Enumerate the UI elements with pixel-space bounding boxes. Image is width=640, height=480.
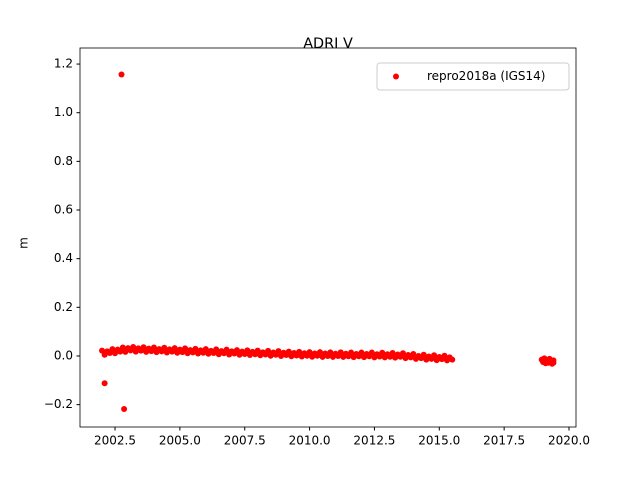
data-point <box>161 344 168 351</box>
data-point <box>327 349 334 356</box>
data-point <box>550 359 557 366</box>
x-tick-label: 2010.0 <box>289 434 331 448</box>
legend-marker <box>393 73 399 80</box>
data-point <box>275 348 282 355</box>
data-point <box>441 352 448 359</box>
data-point <box>379 349 386 356</box>
x-tick-label: 2005.0 <box>159 434 201 448</box>
y-tick-label: −0.2 <box>44 397 73 411</box>
legend-box <box>376 62 570 91</box>
data-point <box>171 345 178 352</box>
y-tick-label: 0.4 <box>54 251 73 265</box>
x-tick-label: 2020.0 <box>548 434 590 448</box>
y-tick-label: 0.6 <box>54 203 73 217</box>
data-point <box>150 344 157 351</box>
data-point <box>119 344 126 351</box>
data-point <box>337 349 344 356</box>
data-point <box>306 349 313 356</box>
data-point <box>399 350 406 357</box>
data-point <box>121 405 128 412</box>
plot-frame <box>79 47 577 428</box>
y-tick-label: 0.2 <box>54 300 73 314</box>
data-point <box>285 348 292 355</box>
data-point <box>265 347 272 354</box>
data-point <box>140 344 147 351</box>
data-point <box>244 347 251 354</box>
data-point <box>389 350 396 357</box>
x-tick-label: 2015.0 <box>418 434 460 448</box>
data-point <box>223 346 230 353</box>
x-tick-label: 2012.5 <box>353 434 395 448</box>
data-point <box>296 348 303 355</box>
y-tick-label: 0.0 <box>54 348 73 362</box>
data-point <box>316 349 323 356</box>
y-tick-label: 1.2 <box>54 57 73 71</box>
data-point <box>410 351 417 358</box>
y-axis-label: m <box>17 237 31 249</box>
data-point <box>202 346 209 353</box>
data-point <box>368 349 375 356</box>
x-tick-label: 2007.5 <box>224 434 266 448</box>
data-point <box>130 343 137 350</box>
data-point <box>449 356 456 363</box>
data-point <box>192 345 199 352</box>
data-point <box>101 380 108 387</box>
x-tick-label: 2017.5 <box>483 434 525 448</box>
data-point <box>348 349 355 356</box>
y-tick-label: 0.8 <box>54 154 73 168</box>
data-point <box>182 345 189 352</box>
data-point <box>233 347 240 354</box>
legend-label: repro2018a (IGS14) <box>427 69 545 83</box>
x-tick-label: 2002.5 <box>94 434 136 448</box>
data-point <box>118 71 125 78</box>
data-point <box>254 347 261 354</box>
chart-title: ADRI V <box>303 36 353 52</box>
data-point <box>213 346 220 353</box>
data-point <box>358 349 365 356</box>
data-point <box>431 352 438 359</box>
y-tick-label: 1.0 <box>54 105 73 119</box>
data-point <box>420 351 427 358</box>
